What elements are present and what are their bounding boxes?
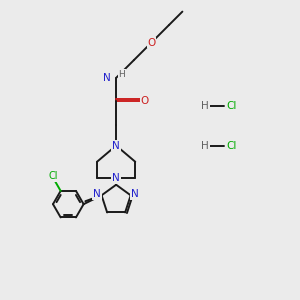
Text: H: H [202,101,209,111]
Text: O: O [141,96,149,106]
Text: N: N [131,189,139,199]
Text: H: H [202,141,209,151]
Text: N: N [112,173,120,183]
Text: Cl: Cl [49,171,58,181]
Text: N: N [93,189,101,199]
Text: Cl: Cl [227,101,237,111]
Text: N: N [103,73,111,83]
Text: H: H [118,70,125,79]
Text: N: N [112,141,120,151]
Text: O: O [147,38,156,47]
Text: Cl: Cl [227,141,237,151]
